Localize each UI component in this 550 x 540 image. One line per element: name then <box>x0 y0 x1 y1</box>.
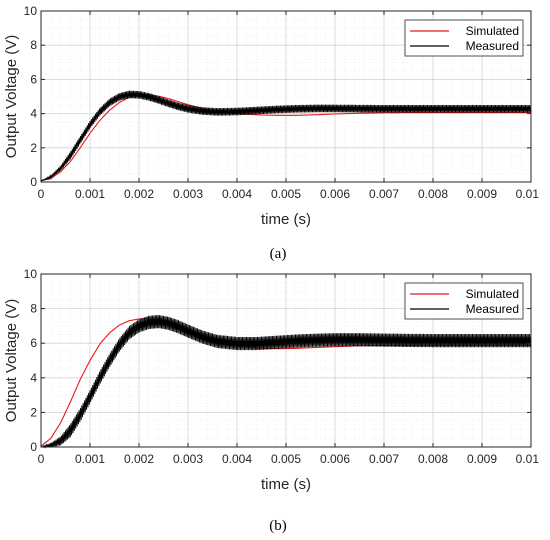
chart-a-series-measured <box>40 90 532 182</box>
chart-a-x-tick-label: 0.003 <box>173 187 203 201</box>
chart-b-series-measured <box>40 315 532 449</box>
chart-a-legend-box <box>404 19 524 57</box>
chart-b: 0 0.001 0.002 0.003 0.004 0.005 0.006 0.007 0.00… <box>3 267 539 493</box>
chart-a-x-tick-label: 0.01 <box>516 187 540 201</box>
chart-a-y-tick-label: 2 <box>30 141 37 155</box>
chart-a-x-tick-label: 0.009 <box>467 187 497 201</box>
chart-a-y-tick-label: 10 <box>24 4 38 18</box>
chart-a-x-tick-label: 0.001 <box>75 187 105 201</box>
chart-b-x-tick-label: 0.005 <box>271 452 301 466</box>
chart-b-x-tick-label: 0.002 <box>124 452 154 466</box>
chart-b-caption: (b) <box>269 518 287 534</box>
chart-a-y-tick-label: 6 <box>30 72 37 86</box>
chart-b-legend-label-simulated: Simulated <box>466 287 519 301</box>
chart-b-y-tick-label: 10 <box>24 267 38 281</box>
chart-b-y-tick-label: 2 <box>30 405 37 419</box>
chart-a-y-tick-label: 8 <box>30 38 37 52</box>
chart-b-x-tick-label: 0.001 <box>75 452 105 466</box>
chart-a: 0 0.001 0.002 0.003 0.004 0.005 0.006 0.007 0.00… <box>3 4 539 228</box>
chart-a-legend-label-measured: Measured <box>466 39 519 53</box>
chart-a-x-tick-label: 0.008 <box>418 187 448 201</box>
chart-a-x-tick-label: 0.005 <box>271 187 301 201</box>
chart-a-caption: (a) <box>270 246 287 262</box>
chart-b-x-tick-label: 0.01 <box>516 452 540 466</box>
chart-a-legend-label-simulated: Simulated <box>466 24 519 38</box>
chart-a-x-tick-label: 0.002 <box>124 187 154 201</box>
chart-a-y-tick-label: 4 <box>30 107 37 121</box>
chart-a-x-tick-label: 0 <box>38 187 45 201</box>
chart-a-x-axis-label: time (s) <box>261 211 311 228</box>
chart-b-y-tick-label: 0 <box>30 440 37 454</box>
chart-b-y-tick-label: 4 <box>30 371 37 385</box>
chart-a-x-tick-label: 0.004 <box>222 187 252 201</box>
chart-b-x-tick-label: 0.004 <box>222 452 252 466</box>
chart-b-x-tick-label: 0.007 <box>369 452 399 466</box>
chart-b-x-tick-label: 0.003 <box>173 452 203 466</box>
chart-b-legend-box <box>404 282 524 320</box>
chart-b-x-axis-label: time (s) <box>261 476 311 493</box>
chart-b-x-tick-label: 0.009 <box>467 452 497 466</box>
chart-a-series-simulated <box>40 94 531 181</box>
chart-b-x-tick-label: 0.006 <box>320 452 350 466</box>
chart-b-legend-label-measured: Measured <box>466 302 519 316</box>
chart-a-x-tick-label: 0.007 <box>369 187 399 201</box>
chart-b-x-tick-label: 0.008 <box>418 452 448 466</box>
chart-b-series-simulated <box>40 318 531 447</box>
chart-a-x-tick-label: 0.006 <box>320 187 350 201</box>
chart-a-y-axis-label: Output Voltage (V) <box>3 35 20 158</box>
chart-a-y-tick-label: 0 <box>30 175 37 189</box>
chart-b-y-tick-label: 8 <box>30 302 37 316</box>
chart-b-y-axis-label: Output Voltage (V) <box>3 299 20 422</box>
chart-b-x-tick-label: 0 <box>38 452 45 466</box>
chart-b-y-tick-label: 6 <box>30 336 37 350</box>
